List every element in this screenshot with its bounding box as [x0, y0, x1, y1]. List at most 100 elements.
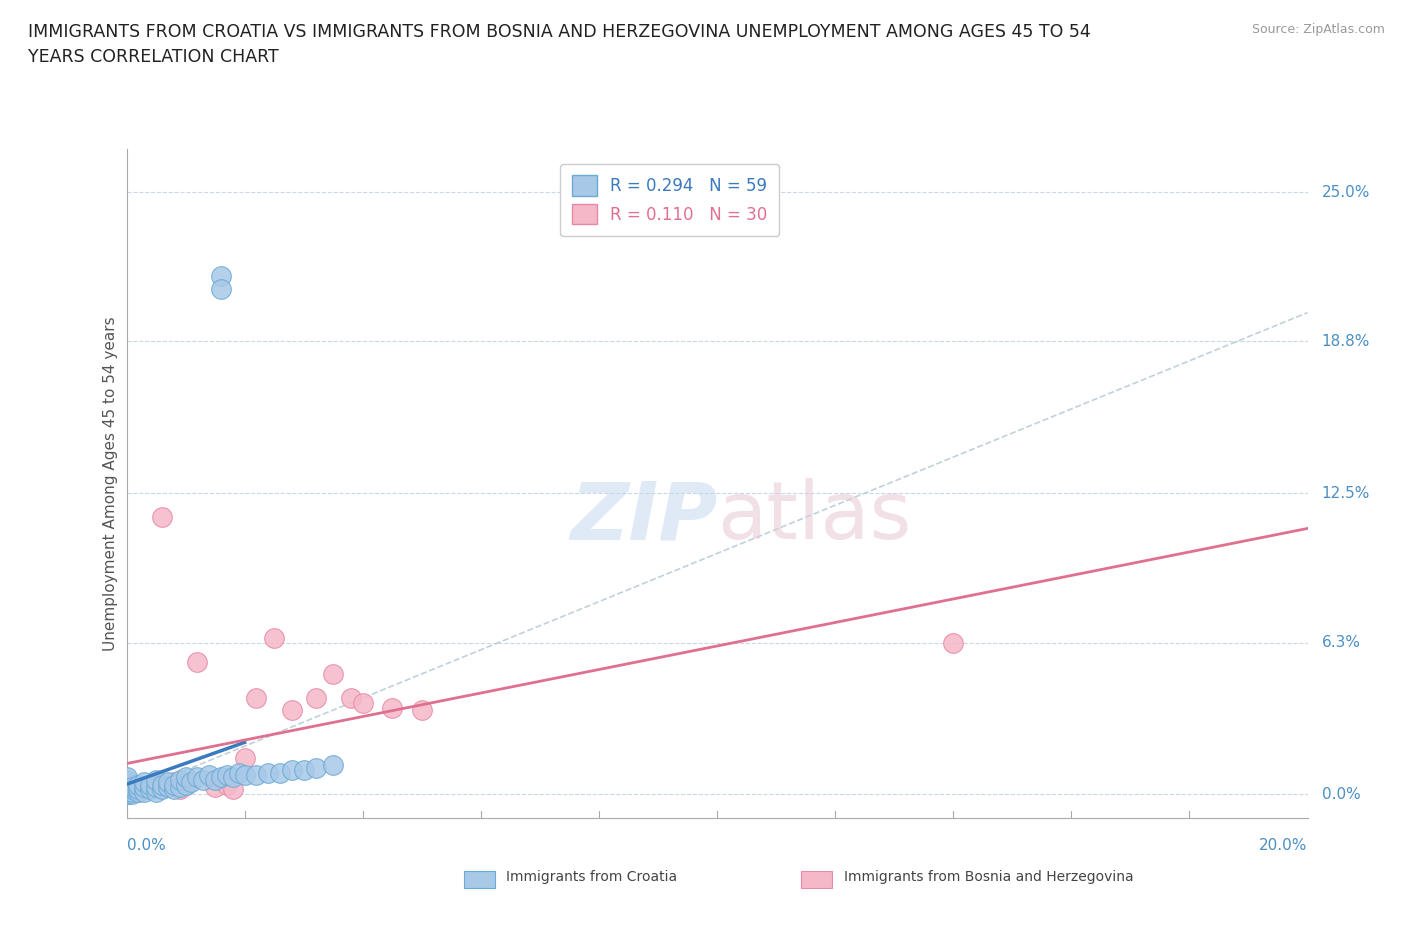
Point [115, 782, 138, 797]
Point [174, 777, 197, 792]
Point [156, 775, 179, 790]
Point [381, 700, 404, 715]
Point [209, 281, 232, 296]
Point [145, 779, 167, 794]
Point [245, 691, 267, 706]
Point [127, 777, 149, 792]
Point [115, 779, 138, 794]
Point [115, 777, 138, 792]
Y-axis label: Unemployment Among Ages 45 to 54 years: Unemployment Among Ages 45 to 54 years [103, 316, 118, 651]
Point [134, 785, 156, 800]
Point [145, 773, 167, 788]
Point [322, 758, 344, 773]
Point [121, 782, 143, 797]
Point [352, 696, 374, 711]
Point [186, 770, 208, 785]
Point [134, 779, 156, 794]
Point [233, 751, 256, 765]
Text: 20.0%: 20.0% [1260, 839, 1308, 854]
Point [115, 779, 138, 794]
Point [163, 775, 186, 790]
Point [263, 631, 285, 645]
Point [121, 787, 143, 802]
Point [269, 765, 291, 780]
Text: Source: ZipAtlas.com: Source: ZipAtlas.com [1251, 23, 1385, 36]
Point [115, 775, 138, 790]
Point [115, 787, 138, 802]
Point [169, 779, 191, 794]
Point [281, 702, 304, 717]
Point [163, 777, 186, 792]
Point [163, 782, 186, 797]
Point [233, 767, 256, 782]
Point [169, 782, 191, 797]
Point [115, 785, 138, 800]
Text: 0.0%: 0.0% [1322, 787, 1361, 802]
Point [115, 770, 138, 785]
Point [115, 777, 138, 792]
Point [127, 785, 149, 800]
Point [145, 785, 167, 800]
Text: atlas: atlas [717, 478, 911, 556]
Point [150, 782, 173, 797]
Point [115, 785, 138, 800]
Point [127, 785, 149, 800]
Point [340, 691, 363, 706]
Point [115, 782, 138, 797]
Point [150, 510, 173, 525]
Point [209, 269, 232, 284]
Point [139, 782, 162, 797]
Point [193, 773, 215, 788]
Text: IMMIGRANTS FROM CROATIA VS IMMIGRANTS FROM BOSNIA AND HERZEGOVINA UNEMPLOYMENT A: IMMIGRANTS FROM CROATIA VS IMMIGRANTS FR… [28, 23, 1091, 41]
Point [150, 777, 173, 792]
Text: ZIP: ZIP [569, 478, 717, 556]
Point [281, 763, 304, 777]
Point [127, 782, 149, 797]
Point [115, 779, 138, 794]
Point [134, 775, 156, 790]
Point [245, 767, 267, 782]
Point [121, 779, 143, 794]
Point [121, 782, 143, 797]
Text: 25.0%: 25.0% [1322, 185, 1369, 200]
Point [139, 782, 162, 797]
Text: 18.8%: 18.8% [1322, 334, 1369, 349]
Point [115, 773, 138, 788]
Point [222, 782, 245, 797]
Point [156, 779, 179, 794]
Point [411, 702, 433, 717]
Point [121, 785, 143, 800]
Point [198, 767, 221, 782]
Point [169, 773, 191, 788]
Text: Immigrants from Bosnia and Herzegovina: Immigrants from Bosnia and Herzegovina [844, 870, 1133, 884]
Point [115, 787, 138, 802]
Point [228, 765, 250, 780]
Point [209, 770, 232, 785]
Point [156, 779, 179, 794]
Text: 6.3%: 6.3% [1322, 635, 1361, 650]
Point [134, 779, 156, 794]
Point [222, 770, 245, 785]
Point [180, 775, 202, 790]
Text: 12.5%: 12.5% [1322, 485, 1369, 500]
Point [115, 787, 138, 802]
Point [139, 777, 162, 792]
Point [215, 767, 238, 782]
Point [257, 765, 280, 780]
Point [322, 667, 344, 682]
Point [215, 777, 238, 792]
Point [942, 635, 965, 650]
Point [292, 763, 315, 777]
Point [174, 770, 197, 785]
Legend: R = 0.294   N = 59, R = 0.110   N = 30: R = 0.294 N = 59, R = 0.110 N = 30 [561, 164, 779, 236]
Point [115, 775, 138, 790]
Text: Immigrants from Croatia: Immigrants from Croatia [506, 870, 678, 884]
Point [115, 787, 138, 802]
Point [174, 777, 197, 792]
Point [115, 782, 138, 797]
Text: 0.0%: 0.0% [127, 839, 166, 854]
Point [204, 773, 226, 788]
Point [204, 779, 226, 794]
Point [304, 691, 326, 706]
Text: YEARS CORRELATION CHART: YEARS CORRELATION CHART [28, 48, 278, 66]
